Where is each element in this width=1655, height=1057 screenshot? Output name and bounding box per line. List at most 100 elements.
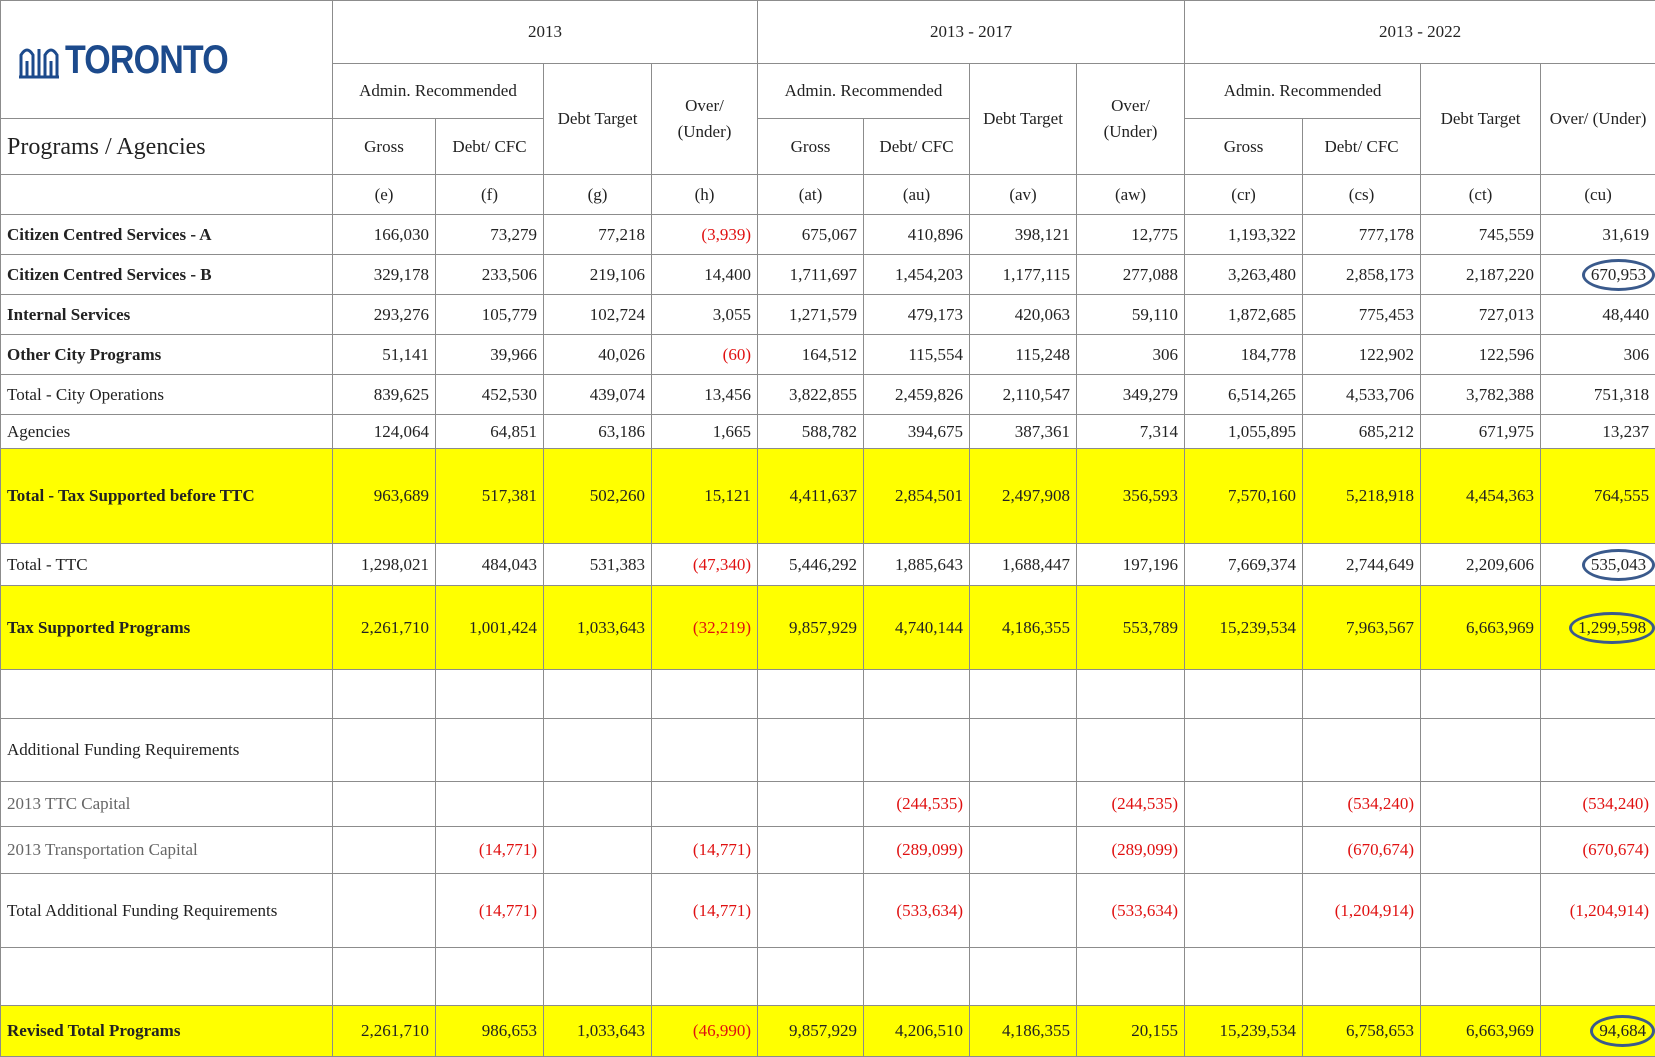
value: 387,361 (1015, 422, 1070, 441)
value: 2,209,606 (1466, 555, 1534, 574)
value: 3,782,388 (1466, 385, 1534, 404)
value: (32,219) (693, 618, 751, 637)
value-cell: 15,121 (652, 449, 758, 544)
value-cell: 517,381 (436, 449, 544, 544)
value-cell: 6,663,969 (1421, 586, 1541, 670)
value: (533,634) (1111, 901, 1178, 920)
value: 122,902 (1359, 345, 1414, 364)
empty-cell (1, 948, 333, 1006)
value-cell (1185, 719, 1303, 782)
value-cell: 1,271,579 (758, 295, 864, 335)
value-cell: 164,512 (758, 335, 864, 375)
value-cell: 4,186,355 (970, 1006, 1077, 1057)
value: 775,453 (1359, 305, 1414, 324)
empty-cell (1421, 948, 1541, 1006)
value-cell: 306 (1077, 335, 1185, 375)
value-cell: 1,688,447 (970, 544, 1077, 586)
value-cell: (670,674) (1303, 827, 1421, 874)
value-cell: 2,209,606 (1421, 544, 1541, 586)
value: 94,684 (1590, 1015, 1655, 1047)
value-cell: 727,013 (1421, 295, 1541, 335)
value-cell: 1,454,203 (864, 255, 970, 295)
value: 164,512 (802, 345, 857, 364)
value-cell: (14,771) (436, 874, 544, 948)
value: 115,248 (1015, 345, 1070, 364)
value: 1,885,643 (895, 555, 963, 574)
value: 685,212 (1359, 422, 1414, 441)
value: 1,688,447 (1002, 555, 1070, 574)
column-code: (at) (758, 175, 864, 215)
value-cell: 20,155 (1077, 1006, 1185, 1057)
empty-cell (1303, 670, 1421, 719)
value-cell: 745,559 (1421, 215, 1541, 255)
value-cell: 1,711,697 (758, 255, 864, 295)
empty-cell (1, 670, 333, 719)
value: (14,771) (479, 901, 537, 920)
value: 1,177,115 (1003, 265, 1070, 284)
value-cell: (289,099) (864, 827, 970, 874)
debt-target-header: Debt Target (970, 64, 1077, 175)
value-cell: 306 (1541, 335, 1655, 375)
value: 398,121 (1015, 225, 1070, 244)
value-cell: 14,400 (652, 255, 758, 295)
value-cell (758, 719, 864, 782)
row-label: Additional Funding Requirements (1, 719, 333, 782)
value: 39,966 (490, 345, 537, 364)
value: 4,411,637 (790, 486, 857, 505)
value-cell (970, 827, 1077, 874)
blank-row (1, 948, 1655, 1006)
value-cell: (533,634) (864, 874, 970, 948)
value: (289,099) (896, 840, 963, 859)
value: 6,514,265 (1228, 385, 1296, 404)
value: (533,634) (896, 901, 963, 920)
value-cell: 1,001,424 (436, 586, 544, 670)
value-cell (758, 782, 864, 827)
value: 4,206,510 (895, 1021, 963, 1040)
debt-target-header: Debt Target (544, 64, 652, 175)
value-cell: 3,263,480 (1185, 255, 1303, 295)
logo-cell: TORONTO (1, 1, 333, 119)
value: 356,593 (1123, 486, 1178, 505)
value-cell: 277,088 (1077, 255, 1185, 295)
value-cell: 452,530 (436, 375, 544, 415)
value-cell (1185, 827, 1303, 874)
value-cell (1421, 827, 1541, 874)
value: 306 (1624, 345, 1650, 364)
value-cell (1077, 719, 1185, 782)
value-cell: 2,110,547 (970, 375, 1077, 415)
value: 2,261,710 (361, 1021, 429, 1040)
value-cell: 1,193,322 (1185, 215, 1303, 255)
value-cell: (670,674) (1541, 827, 1655, 874)
empty-cell (1185, 670, 1303, 719)
value: 588,782 (802, 422, 857, 441)
value: 20,155 (1131, 1021, 1178, 1040)
value: 12,775 (1131, 225, 1178, 244)
value: 48,440 (1602, 305, 1649, 324)
value-cell: 4,186,355 (970, 586, 1077, 670)
column-code: (av) (970, 175, 1077, 215)
value-cell (544, 719, 652, 782)
value: 670,953 (1582, 259, 1655, 291)
value: 349,279 (1123, 385, 1178, 404)
value: 439,074 (590, 385, 645, 404)
value: 7,963,567 (1346, 618, 1414, 637)
value-cell: 7,669,374 (1185, 544, 1303, 586)
value-cell: 4,740,144 (864, 586, 970, 670)
value-cell: 7,314 (1077, 415, 1185, 449)
value: 1,711,697 (790, 265, 857, 284)
value: 4,186,355 (1002, 1021, 1070, 1040)
value-cell: 2,744,649 (1303, 544, 1421, 586)
empty-cell (652, 948, 758, 1006)
value-cell: 7,963,567 (1303, 586, 1421, 670)
value-cell: 588,782 (758, 415, 864, 449)
value-cell: 671,975 (1421, 415, 1541, 449)
value: 502,260 (590, 486, 645, 505)
value-cell: 4,411,637 (758, 449, 864, 544)
value: 1,298,021 (361, 555, 429, 574)
value: 13,456 (704, 385, 751, 404)
value: (47,340) (693, 555, 751, 574)
value-cell: 73,279 (436, 215, 544, 255)
